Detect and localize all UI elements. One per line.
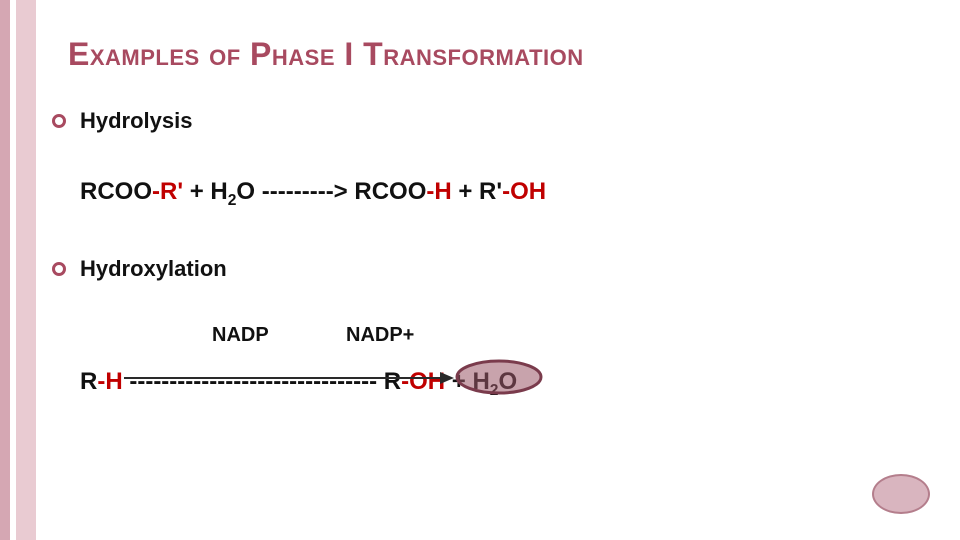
eq1-rhs-a-hl: -H: [426, 178, 451, 205]
eq1-rhs-b-hl: -OH: [502, 178, 546, 205]
eq1-plus1: + H: [183, 178, 228, 205]
page-title: Examples of Phase I Transformation: [68, 36, 920, 73]
overhead-nadp-plus: NADP+: [346, 324, 414, 347]
reaction-arrow-icon: [124, 370, 454, 386]
eq1-o1: O: [236, 178, 261, 205]
bullet-label: Hydrolysis: [80, 108, 193, 134]
bullet-label: Hydroxylation: [80, 256, 227, 282]
decorative-corner-oval: [872, 474, 930, 514]
eq1-lhs-a: RCOO: [80, 178, 152, 205]
left-stripe-inner: [16, 0, 36, 540]
hydrolysis-equation: RCOO-R' + H2O ---------> RCOO-H + R'-OH: [80, 178, 546, 210]
eq2-lhs-hl: -H: [97, 368, 122, 395]
bullet-hydrolysis: Hydrolysis: [52, 108, 193, 134]
eq1-arrow: --------->: [262, 178, 348, 205]
left-stripe-outer: [0, 0, 10, 540]
eq1-rhs-a: RCOO: [348, 178, 427, 205]
overhead-nadp: NADP: [212, 324, 269, 347]
eq2-lhs: R: [80, 368, 97, 395]
highlight-oval: [454, 358, 544, 396]
eq1-lhs-a-hl: -R': [152, 178, 183, 205]
oval-icon: [454, 358, 544, 396]
bullet-hydroxylation: Hydroxylation: [52, 256, 227, 282]
ring-bullet-icon: [52, 114, 66, 128]
eq1-plus2: + R': [452, 178, 502, 205]
ring-bullet-icon: [52, 262, 66, 276]
